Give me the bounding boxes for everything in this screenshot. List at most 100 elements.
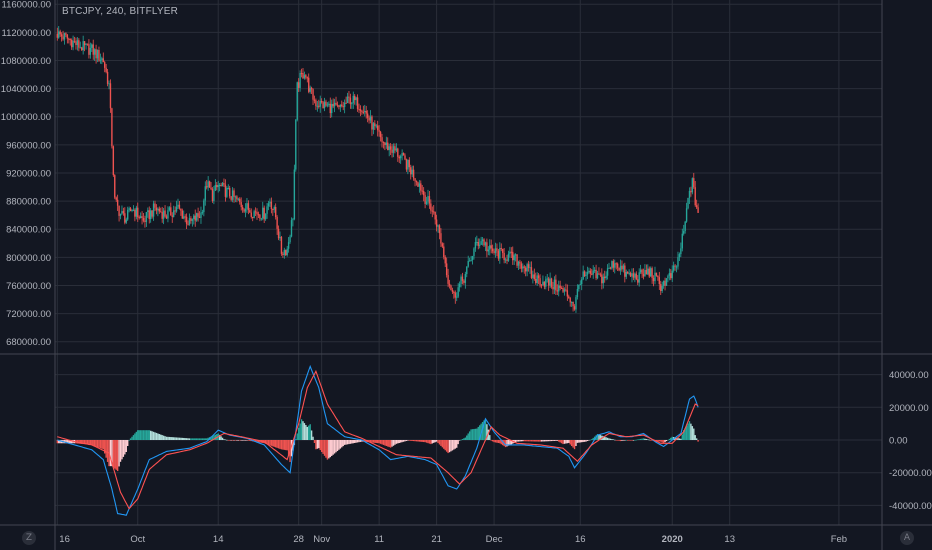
histogram-bar: [415, 440, 418, 442]
candle-body: [276, 217, 278, 229]
histogram-bar: [249, 440, 251, 441]
candle-body: [341, 104, 343, 107]
candle-body: [506, 259, 508, 261]
candle-body: [464, 274, 467, 283]
histogram-bar: [524, 440, 527, 442]
candle-body: [155, 207, 158, 211]
histogram-bar: [141, 430, 143, 440]
candle-body: [664, 280, 666, 286]
histogram-bar: [670, 437, 672, 440]
histogram-bar: [522, 440, 524, 442]
histogram-bar: [315, 440, 317, 450]
histogram-bar: [226, 439, 228, 441]
price-candles: [56, 26, 699, 313]
histogram-bar: [308, 425, 310, 440]
candle-body: [328, 103, 330, 105]
candle-body: [398, 156, 400, 159]
histogram-bar: [586, 440, 589, 442]
candle-body: [553, 279, 556, 290]
histogram-bar: [313, 440, 316, 443]
histogram-bar: [162, 435, 165, 440]
histogram-bar: [520, 440, 523, 442]
histogram-bar: [501, 440, 504, 446]
histogram-bar: [312, 436, 314, 440]
histogram-bar: [555, 440, 557, 441]
histogram-bar: [615, 440, 617, 441]
histogram-bar: [119, 440, 122, 462]
candle-body: [562, 288, 564, 292]
candle-body: [168, 207, 171, 211]
histogram-bar: [527, 440, 530, 442]
histogram-bar: [578, 440, 580, 443]
histogram-bar: [621, 440, 623, 441]
timezone-icon[interactable]: Z: [22, 531, 36, 545]
histogram-bar: [125, 440, 127, 452]
candle-body: [480, 241, 482, 245]
macd-tick-label: 0.00: [889, 436, 908, 447]
candle-body: [320, 100, 323, 103]
histogram-bar: [507, 440, 510, 446]
candle-body: [611, 261, 613, 269]
histogram-bar: [154, 432, 156, 440]
candle-body: [494, 248, 497, 253]
candle-body: [497, 250, 500, 259]
candle-body: [575, 297, 577, 310]
candle-body: [487, 249, 490, 252]
histogram-bar: [392, 440, 395, 446]
histogram-bar: [606, 437, 609, 440]
auto-scale-icon[interactable]: A: [900, 531, 914, 545]
candle-body: [479, 244, 481, 246]
histogram-bar: [683, 430, 685, 440]
candle-body: [246, 203, 248, 209]
candle-body: [440, 233, 442, 244]
candle-body: [694, 187, 696, 206]
candle-body: [303, 75, 306, 79]
candle-body: [690, 190, 692, 193]
candle-body: [569, 297, 571, 303]
candle-body: [300, 72, 303, 74]
histogram-bar: [132, 435, 135, 440]
histogram-bar: [476, 428, 478, 440]
histogram-bar: [211, 435, 214, 440]
histogram-bar: [198, 438, 201, 440]
candle-body: [644, 269, 646, 277]
histogram-bar: [203, 438, 205, 440]
histogram-bar: [530, 440, 533, 442]
candle-body: [634, 273, 636, 278]
histogram-bar: [83, 440, 86, 445]
histogram-bar: [639, 438, 642, 440]
histogram-bar: [361, 440, 363, 442]
candle-body: [658, 277, 661, 285]
candle-body: [371, 116, 373, 130]
candle-body: [259, 214, 261, 219]
candle-body: [527, 264, 530, 268]
candle-body: [512, 251, 514, 261]
candle-body: [573, 306, 576, 310]
histogram-bar: [239, 440, 241, 441]
time-tick-label: 16: [59, 534, 70, 545]
candle-body: [433, 211, 435, 213]
candle-body: [470, 259, 472, 261]
histogram-bar: [172, 437, 175, 440]
candle-body: [260, 218, 263, 220]
histogram-bar: [106, 440, 109, 462]
candle-body: [556, 290, 558, 292]
candle-body: [262, 207, 264, 219]
candle-body: [224, 184, 227, 197]
candle-body: [306, 77, 308, 79]
histogram-bar: [272, 440, 274, 447]
candle-body: [568, 296, 570, 298]
histogram-bar: [572, 440, 574, 448]
candle-body: [559, 285, 561, 288]
histogram-bar: [303, 423, 306, 440]
histogram-bar: [187, 438, 189, 440]
candle-body: [507, 253, 510, 261]
candle-body: [476, 242, 478, 244]
candle-body: [214, 184, 217, 191]
histogram-bar: [570, 440, 573, 447]
candle-body: [379, 131, 382, 138]
candle-body: [672, 265, 675, 271]
histogram-bar: [174, 437, 176, 440]
